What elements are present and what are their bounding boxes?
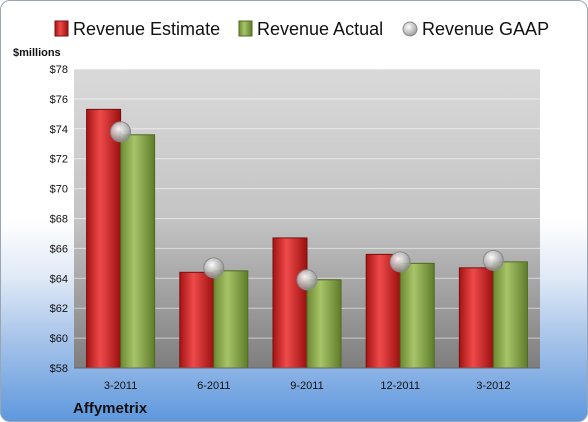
gaap-marker — [482, 249, 504, 271]
bar-actual — [213, 270, 249, 369]
legend-item-gaap: Revenue GAAP — [402, 19, 549, 39]
y-tick-label: $62 — [50, 303, 68, 315]
company-name: Affymetrix — [73, 400, 148, 417]
x-tick-label: 3-2012 — [476, 380, 510, 392]
y-tick-label: $60 — [50, 333, 68, 345]
legend: Revenue Estimate Revenue Actual Revenue … — [54, 19, 549, 39]
bar-estimate — [458, 267, 494, 369]
legend-label-estimate: Revenue Estimate — [73, 19, 220, 39]
bar-actual — [306, 279, 342, 369]
y-tick-label: $72 — [50, 154, 68, 166]
x-tick-label: 9-2011 — [290, 380, 323, 392]
gaap-marker — [296, 269, 318, 291]
y-tick-label: $76 — [50, 94, 68, 106]
legend-swatch-gaap — [402, 21, 418, 37]
y-tick-label: $64 — [50, 273, 68, 285]
bar-estimate — [365, 253, 401, 369]
y-tick-label: $74 — [50, 124, 68, 136]
bar-estimate — [86, 108, 122, 369]
y-tick-label: $58 — [50, 363, 68, 375]
legend-item-actual: Revenue Actual — [238, 19, 383, 39]
x-tick-label: 12-2011 — [380, 380, 420, 392]
legend-item-estimate: Revenue Estimate — [54, 19, 220, 39]
y-tick-label: $70 — [50, 184, 68, 196]
bar-estimate — [272, 237, 308, 369]
y-tick-label: $78 — [50, 64, 68, 76]
gaap-marker — [110, 121, 132, 143]
y-axis-unit-label: $millions — [13, 47, 61, 59]
gaap-marker — [389, 251, 411, 273]
bar-actual — [492, 261, 528, 369]
bar-actual — [120, 134, 156, 369]
legend-swatch-estimate — [54, 20, 69, 37]
y-tick-label: $66 — [50, 243, 68, 255]
bars — [86, 108, 528, 369]
bar-estimate — [179, 271, 215, 369]
x-tick-label: 3-2011 — [104, 380, 137, 392]
gaap-marker — [203, 257, 225, 279]
legend-label-gaap: Revenue GAAP — [422, 19, 549, 39]
x-axis-ticks: 3-2011 6-2011 9-2011 12-2011 3-2012 — [104, 380, 511, 392]
legend-swatch-actual — [238, 20, 253, 37]
x-tick-label: 6-2011 — [197, 380, 230, 392]
bar-actual — [399, 262, 435, 369]
y-tick-label: $68 — [50, 214, 68, 226]
legend-label-actual: Revenue Actual — [257, 19, 383, 39]
gaap-markers — [110, 121, 504, 291]
y-axis-ticks: $58 $60 $62 $64 $66 $68 $70 $72 $74 $76 $78 — [50, 64, 68, 375]
